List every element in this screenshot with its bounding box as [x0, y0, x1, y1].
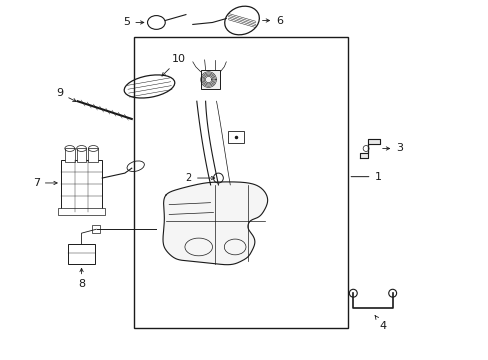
- Bar: [58, 208, 105, 215]
- Text: 1: 1: [350, 172, 381, 182]
- Bar: [65, 148, 75, 162]
- Bar: [61, 160, 102, 212]
- Polygon shape: [360, 139, 379, 158]
- Circle shape: [213, 173, 223, 183]
- Text: 7: 7: [33, 178, 57, 188]
- Polygon shape: [163, 182, 267, 265]
- Bar: [68, 244, 95, 264]
- Text: 8: 8: [78, 269, 85, 289]
- Text: 6: 6: [262, 15, 283, 26]
- Text: 10: 10: [162, 54, 185, 76]
- Bar: [228, 131, 244, 143]
- Text: 4: 4: [374, 316, 386, 331]
- Bar: [92, 225, 100, 233]
- Text: 5: 5: [123, 18, 143, 27]
- Text: 9: 9: [56, 88, 76, 102]
- Bar: [200, 70, 220, 89]
- Text: 3: 3: [382, 144, 402, 153]
- Bar: [88, 148, 98, 162]
- Bar: [133, 37, 347, 328]
- Text: 2: 2: [185, 173, 214, 183]
- Bar: [77, 148, 86, 162]
